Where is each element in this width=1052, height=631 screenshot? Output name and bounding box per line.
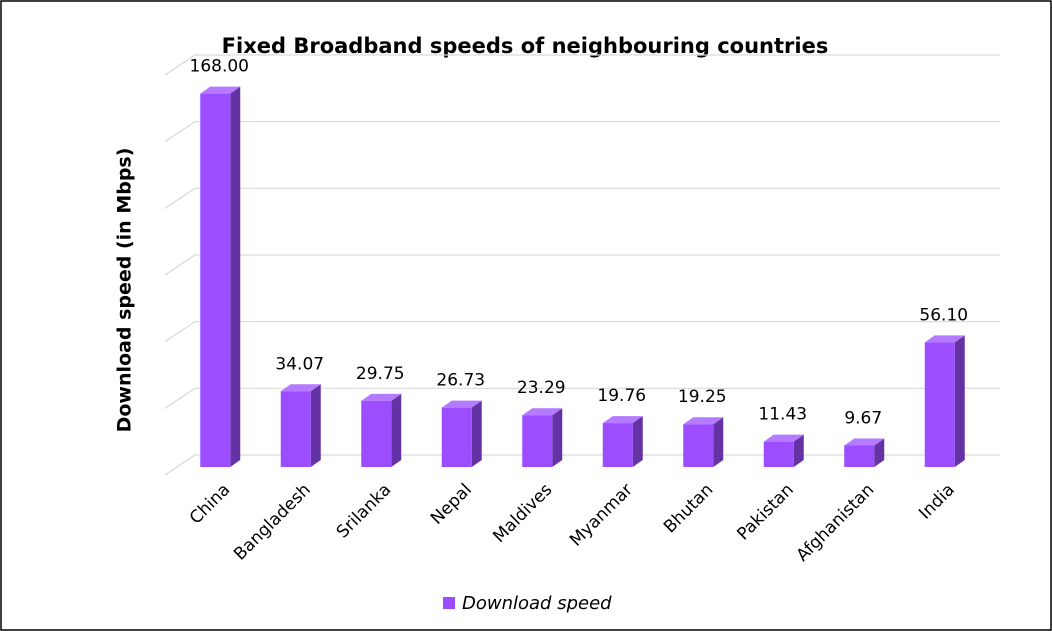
bar-side — [230, 86, 241, 468]
bar-side — [713, 417, 724, 467]
data-label: 23.29 — [517, 378, 566, 398]
grid-line — [164, 254, 1000, 276]
grid-line — [164, 187, 1000, 209]
bar — [200, 86, 241, 468]
grid-line — [164, 121, 1000, 143]
bar-front — [844, 445, 875, 467]
bar — [844, 438, 885, 467]
bar-side — [793, 434, 804, 467]
bar-top — [441, 400, 482, 408]
bar — [441, 400, 482, 467]
bar — [924, 335, 965, 467]
bar — [522, 408, 563, 467]
bar-front — [683, 424, 714, 467]
data-label: 26.73 — [436, 371, 485, 391]
legend-label: Download speed — [462, 593, 612, 614]
bar-front — [522, 415, 553, 467]
bar-side — [632, 416, 643, 467]
bar-side — [552, 408, 563, 467]
y-axis-label: Download speed (in Mbps) — [114, 148, 136, 433]
bar-top — [683, 417, 724, 425]
data-label: 19.25 — [678, 387, 727, 407]
grid-line — [164, 387, 1000, 409]
bar-side — [310, 384, 321, 467]
bar-top — [763, 434, 804, 442]
bar — [280, 384, 321, 467]
grid-line — [164, 54, 1000, 76]
legend-swatch — [443, 597, 455, 609]
bar-front — [200, 93, 231, 468]
bar-side — [874, 438, 885, 467]
bar-top — [924, 335, 965, 343]
bar-top — [844, 438, 885, 446]
bar-top — [361, 393, 402, 401]
bar-front — [924, 342, 955, 467]
data-label: 9.67 — [844, 409, 882, 429]
bar-front — [441, 407, 472, 467]
bar — [763, 434, 804, 467]
chart-title: Fixed Broadband speeds of neighbouring c… — [222, 34, 829, 58]
data-label: 34.07 — [275, 354, 324, 374]
bar-side — [471, 400, 482, 467]
grid-line — [164, 454, 1000, 476]
bar — [361, 393, 402, 467]
bar-top — [522, 408, 563, 416]
bar-front — [602, 423, 633, 467]
bar-front — [280, 391, 311, 467]
data-label: 29.75 — [356, 364, 405, 384]
bar-top — [280, 384, 321, 392]
data-label: 11.43 — [758, 405, 807, 425]
grid-line — [164, 321, 1000, 343]
data-label: 56.10 — [919, 305, 968, 325]
bar-front — [361, 400, 392, 467]
bar-top — [200, 86, 241, 94]
bar — [602, 416, 643, 467]
data-label: 168.00 — [190, 57, 249, 77]
data-label: 19.76 — [597, 386, 646, 406]
bar-side — [954, 335, 965, 467]
bar-side — [391, 393, 402, 467]
bar-top — [602, 416, 643, 424]
bar — [683, 417, 724, 467]
bar-front — [763, 441, 794, 467]
